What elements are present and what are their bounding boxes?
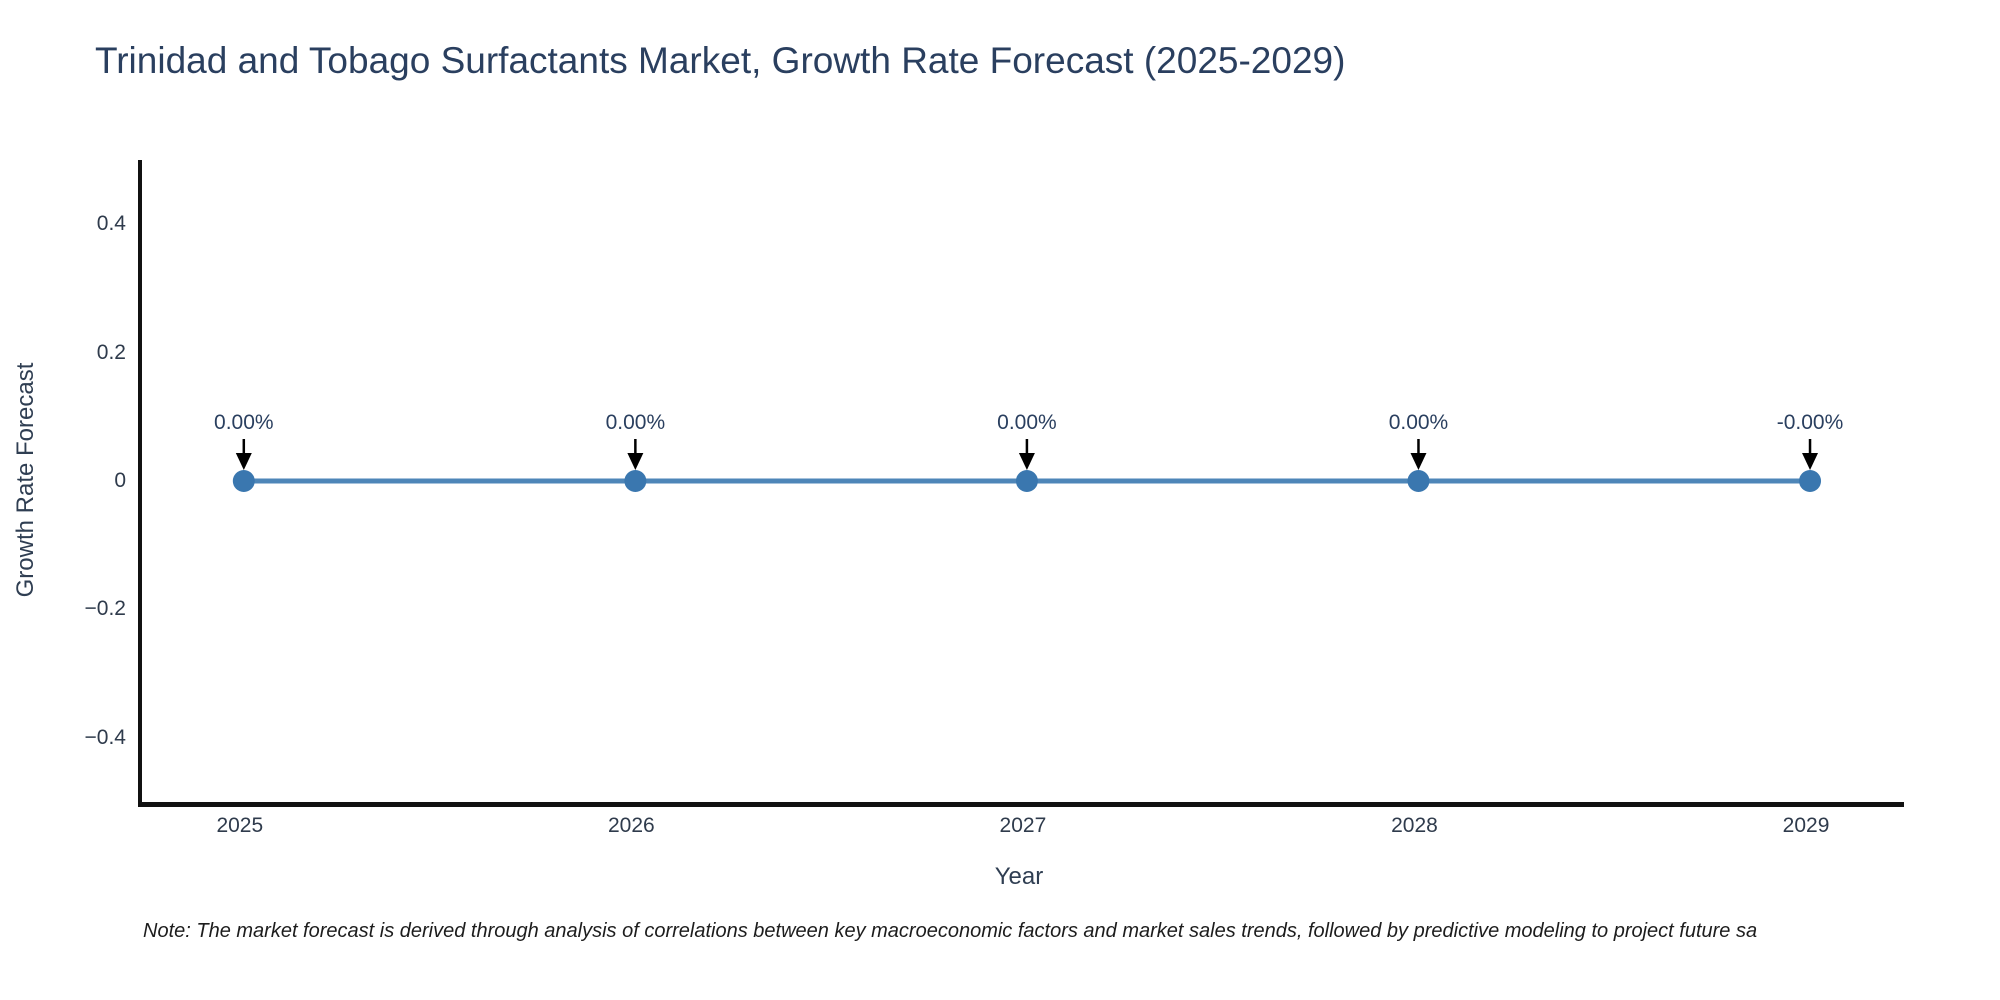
x-tick-label: 2028 <box>1391 814 1438 837</box>
x-tick-label: 2025 <box>216 814 264 837</box>
x-tick-label: 2027 <box>999 814 1047 837</box>
footnote: Note: The market forecast is derived thr… <box>143 920 1758 942</box>
x-axis-tick-labels: 2025 2026 2027 2028 2029 <box>138 812 1900 844</box>
y-tick-label: −0.4 <box>84 725 126 749</box>
data-point-label: -0.00% <box>1777 411 1844 434</box>
data-point-label: 0.00% <box>606 411 666 434</box>
data-point-marker <box>1407 470 1430 492</box>
data-point-label: 0.00% <box>1389 411 1449 434</box>
annotation-arrowhead <box>627 453 644 470</box>
data-point-label: 0.00% <box>997 411 1057 434</box>
x-tick-label: 2026 <box>608 814 655 837</box>
y-tick-label: 0.4 <box>96 212 126 236</box>
annotation-arrowhead <box>235 453 252 470</box>
annotation-arrowhead <box>1410 453 1427 470</box>
y-tick-label: 0 <box>114 469 126 492</box>
chart-title: Trinidad and Tobago Surfactants Market, … <box>95 40 1346 81</box>
y-axis-title: Growth Rate Forecast <box>12 362 39 598</box>
x-tick-label: 2029 <box>1782 814 1830 837</box>
data-point-marker <box>624 470 647 492</box>
y-tick-label: −0.2 <box>84 597 126 621</box>
annotation-arrowhead <box>1018 453 1035 470</box>
x-axis-title: Year <box>994 863 1044 890</box>
data-point-label: 0.00% <box>214 411 274 434</box>
plot-area: 0.00% 0.00% 0.00% 0.00% -0.00% <box>138 160 1904 807</box>
data-point-marker <box>1015 470 1038 492</box>
y-tick-label: 0.2 <box>96 340 126 364</box>
data-point-marker <box>1799 470 1822 492</box>
annotation-arrowhead <box>1802 453 1819 470</box>
y-axis-tick-labels: 0.4 0.2 0 −0.2 −0.4 <box>0 160 126 802</box>
data-point-marker <box>232 470 255 492</box>
line-chart: 0.00% 0.00% 0.00% 0.00% -0.00% <box>214 411 1844 492</box>
